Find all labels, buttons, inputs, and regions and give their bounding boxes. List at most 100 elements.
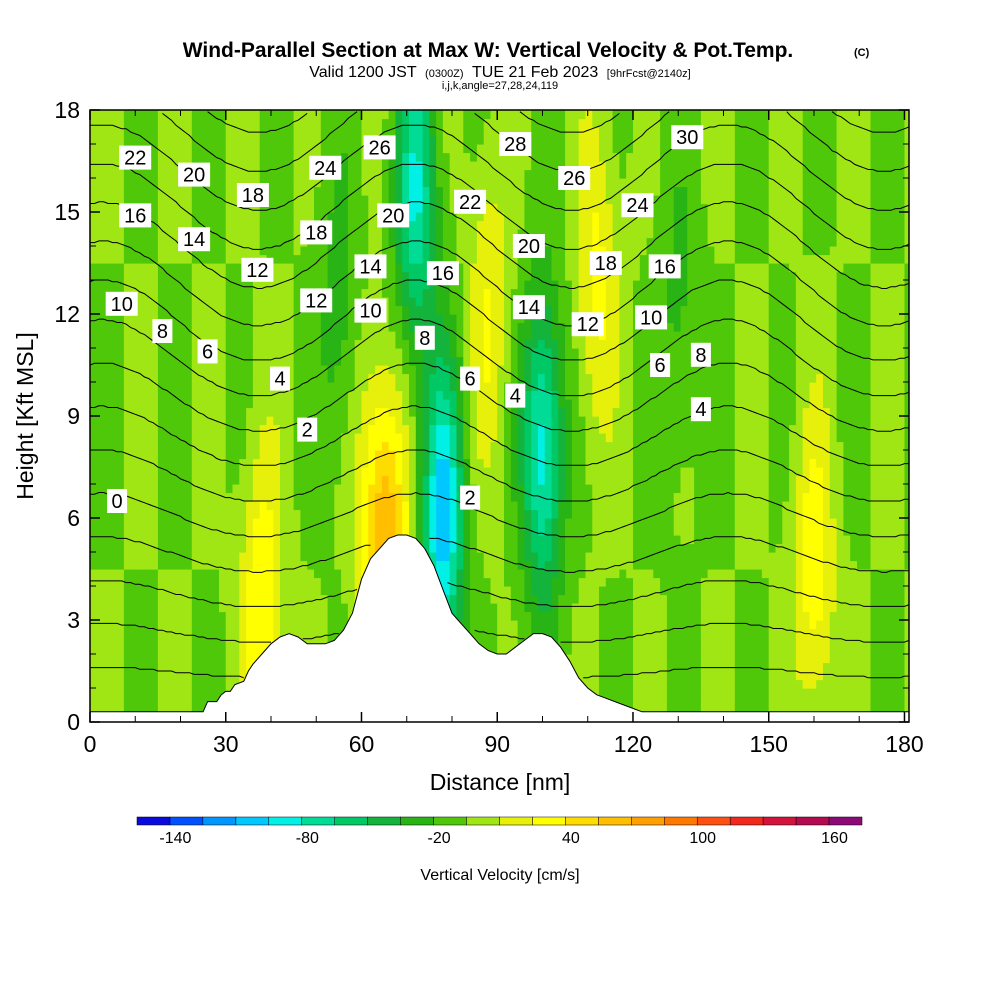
velocity-cell (463, 118, 471, 128)
velocity-cell (280, 484, 288, 494)
velocity-cell (442, 356, 451, 366)
velocity-cell (436, 314, 444, 324)
velocity-cell (198, 127, 206, 137)
velocity-cell (538, 280, 546, 290)
velocity-cell (476, 365, 485, 375)
velocity-cell (123, 382, 132, 392)
velocity-cell (354, 518, 363, 528)
velocity-cell (219, 212, 227, 222)
velocity-cell (246, 152, 254, 162)
velocity-cell (110, 679, 118, 689)
velocity-cell (151, 501, 159, 511)
velocity-cell (442, 254, 451, 264)
velocity-cell (212, 305, 220, 315)
velocity-cell (144, 314, 152, 324)
velocity-cell (490, 569, 498, 579)
velocity-cell (483, 577, 492, 587)
velocity-cell (246, 492, 254, 502)
velocity-cell (96, 237, 105, 247)
velocity-cell (123, 467, 132, 477)
velocity-cell (286, 441, 295, 451)
velocity-cell (259, 637, 268, 647)
velocity-cell (239, 229, 247, 239)
velocity-cell (293, 441, 301, 451)
velocity-cell (442, 407, 451, 417)
velocity-cell (171, 662, 179, 672)
velocity-cell (252, 654, 261, 664)
velocity-cell (164, 220, 173, 230)
velocity-cell (130, 458, 139, 468)
velocity-cell (225, 161, 234, 171)
chart-subtitle-indices: i,j,k,angle=27,28,24,119 (442, 80, 558, 92)
velocity-cell (341, 484, 349, 494)
velocity-cell (225, 654, 234, 664)
velocity-cell (436, 569, 444, 579)
velocity-cell (151, 169, 159, 179)
velocity-cell (164, 603, 173, 613)
velocity-cell (90, 169, 98, 179)
velocity-cell (171, 203, 179, 213)
velocity-cell (442, 450, 451, 460)
velocity-cell (300, 518, 308, 528)
velocity-cell (96, 339, 105, 349)
velocity-cell (483, 297, 492, 307)
velocity-cell (123, 688, 132, 698)
velocity-cell (157, 399, 166, 409)
velocity-cell (252, 127, 261, 137)
velocity-cell (151, 135, 159, 145)
velocity-cell (490, 331, 498, 341)
velocity-cell (239, 390, 247, 400)
velocity-cell (90, 628, 98, 638)
velocity-cell (212, 178, 220, 188)
velocity-cell (524, 373, 532, 383)
velocity-cell (90, 144, 98, 154)
velocity-cell (551, 305, 559, 315)
velocity-cell (544, 611, 553, 621)
velocity-cell (293, 407, 301, 417)
velocity-cell (239, 322, 247, 332)
velocity-cell (510, 552, 519, 562)
velocity-cell (280, 280, 288, 290)
velocity-cell (436, 356, 444, 366)
velocity-cell (90, 637, 98, 647)
velocity-cell (300, 322, 308, 332)
velocity-cell (341, 246, 349, 256)
velocity-cell (130, 382, 139, 392)
velocity-cell (232, 322, 240, 332)
velocity-cell (293, 110, 301, 120)
velocity-cell (157, 407, 166, 417)
velocity-cell (137, 229, 145, 239)
velocity-cell (314, 118, 322, 128)
velocity-cell (239, 382, 247, 392)
velocity-cell (544, 594, 553, 604)
velocity-cell (137, 560, 145, 570)
velocity-cell (96, 611, 105, 621)
velocity-cell (354, 441, 363, 451)
velocity-cell (341, 620, 349, 630)
velocity-cell (314, 127, 322, 137)
velocity-cell (449, 603, 458, 613)
velocity-cell (470, 246, 478, 256)
velocity-cell (252, 450, 261, 460)
velocity-cell (415, 169, 424, 179)
velocity-cell (178, 679, 186, 689)
velocity-cell (314, 263, 322, 273)
velocity-cell (232, 492, 240, 502)
velocity-cell (232, 475, 240, 485)
velocity-cell (232, 110, 240, 120)
velocity-cell (538, 509, 546, 519)
velocity-cell (225, 288, 234, 298)
velocity-cell (497, 628, 505, 638)
velocity-cell (538, 271, 546, 281)
velocity-cell (232, 271, 240, 281)
velocity-cell (286, 246, 295, 256)
velocity-cell (361, 246, 369, 256)
velocity-cell (504, 501, 512, 511)
velocity-cell (314, 560, 322, 570)
velocity-cell (531, 280, 539, 290)
velocity-cell (123, 645, 132, 655)
velocity-cell (429, 526, 437, 536)
velocity-cell (470, 475, 478, 485)
velocity-cell (415, 288, 424, 298)
velocity-cell (219, 280, 227, 290)
